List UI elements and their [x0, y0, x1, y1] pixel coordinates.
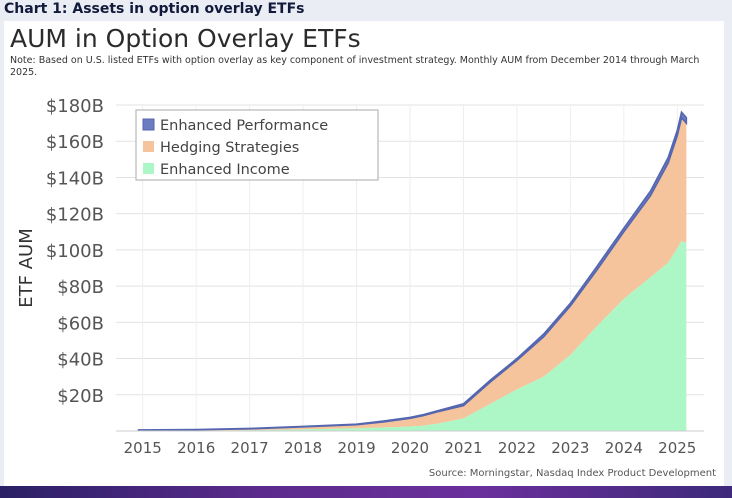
chart-note: Note: Based on U.S. listed ETFs with opt… [10, 55, 700, 78]
y-axis-label: ETF AUM [16, 228, 37, 307]
chart-svg: $20B $40B $60B $80B $100B $120B $140B $160B $180… [16, 96, 704, 457]
x-tick-label: 2023 [551, 439, 589, 457]
bottom-gradient-bar [0, 486, 732, 498]
x-tick-label: 2022 [498, 439, 536, 457]
y-tick-label: $180B [46, 96, 104, 117]
legend-swatch [143, 163, 154, 174]
legend-box [135, 109, 379, 181]
legend-swatch [142, 118, 155, 131]
x-tick-label: 2017 [231, 439, 269, 457]
series-area-enhanced-income [138, 240, 687, 431]
chart-card: AUM in Option Overlay ETFs Note: Based o… [4, 21, 724, 486]
y-tick-label: $100B [46, 241, 104, 262]
x-tick-label: 2025 [658, 439, 696, 457]
x-tick-label: 2020 [391, 439, 429, 457]
legend-label: Enhanced Income [160, 162, 290, 178]
legend-label: Enhanced Performance [160, 118, 328, 134]
y-tick-label: $60B [57, 313, 104, 334]
source-text: Source: Morningstar, Nasdaq Index Produc… [428, 468, 716, 479]
x-tick-label: 2015 [124, 439, 162, 457]
series-area-enhanced-performance [137, 110, 688, 431]
x-tick-label: 2018 [284, 439, 322, 457]
legend-swatch [143, 141, 154, 152]
x-tick-label: 2024 [605, 439, 643, 457]
series-area-hedging-strategies [138, 117, 687, 431]
y-tick-label: $80B [57, 277, 104, 298]
chart-title: AUM in Option Overlay ETFs [10, 24, 361, 53]
y-tick-label: $160B [46, 132, 104, 153]
y-tick-label: $140B [46, 168, 104, 189]
x-tick-label: 2016 [177, 439, 215, 457]
y-tick-label: $40B [57, 350, 104, 371]
header-label: Chart 1: Assets in option overlay ETFs [4, 1, 305, 17]
x-tick-label: 2021 [444, 439, 482, 457]
x-tick-label: 2019 [337, 439, 375, 457]
y-tick-label: $120B [46, 205, 104, 226]
legend-label: Hedging Strategies [160, 140, 299, 156]
y-tick-label: $20B [57, 386, 104, 407]
